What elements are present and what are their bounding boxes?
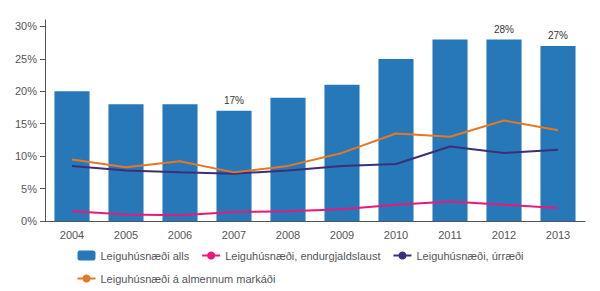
svg-text:2009: 2009 (330, 229, 354, 241)
svg-text:2012: 2012 (492, 229, 516, 241)
svg-text:2013: 2013 (546, 229, 570, 241)
svg-text:2008: 2008 (276, 229, 300, 241)
svg-text:17%: 17% (224, 95, 244, 106)
svg-text:2010: 2010 (384, 229, 408, 241)
svg-text:25%: 25% (15, 53, 37, 65)
svg-text:5%: 5% (21, 183, 37, 195)
svg-text:28%: 28% (494, 24, 514, 35)
svg-text:Leiguhúsnæði, endurgjaldslaust: Leiguhúsnæði, endurgjaldslaust (225, 250, 380, 262)
svg-text:15%: 15% (15, 118, 37, 130)
svg-text:10%: 10% (15, 150, 37, 162)
svg-text:27%: 27% (548, 30, 568, 41)
svg-text:2005: 2005 (114, 229, 138, 241)
svg-text:2004: 2004 (60, 229, 84, 241)
svg-text:0%: 0% (21, 215, 37, 227)
svg-text:Leiguhúsnæði alls: Leiguhúsnæði alls (100, 250, 189, 262)
svg-text:30%: 30% (15, 20, 37, 32)
svg-text:Leiguhúsnæði á almennum markáð: Leiguhúsnæði á almennum markáði (100, 273, 275, 285)
svg-text:20%: 20% (15, 85, 37, 97)
svg-text:2007: 2007 (222, 229, 246, 241)
svg-text:2006: 2006 (168, 229, 192, 241)
svg-text:2011: 2011 (438, 229, 462, 241)
svg-text:Leiguhúsnæði, úrræði: Leiguhúsnæði, úrræði (416, 250, 523, 262)
